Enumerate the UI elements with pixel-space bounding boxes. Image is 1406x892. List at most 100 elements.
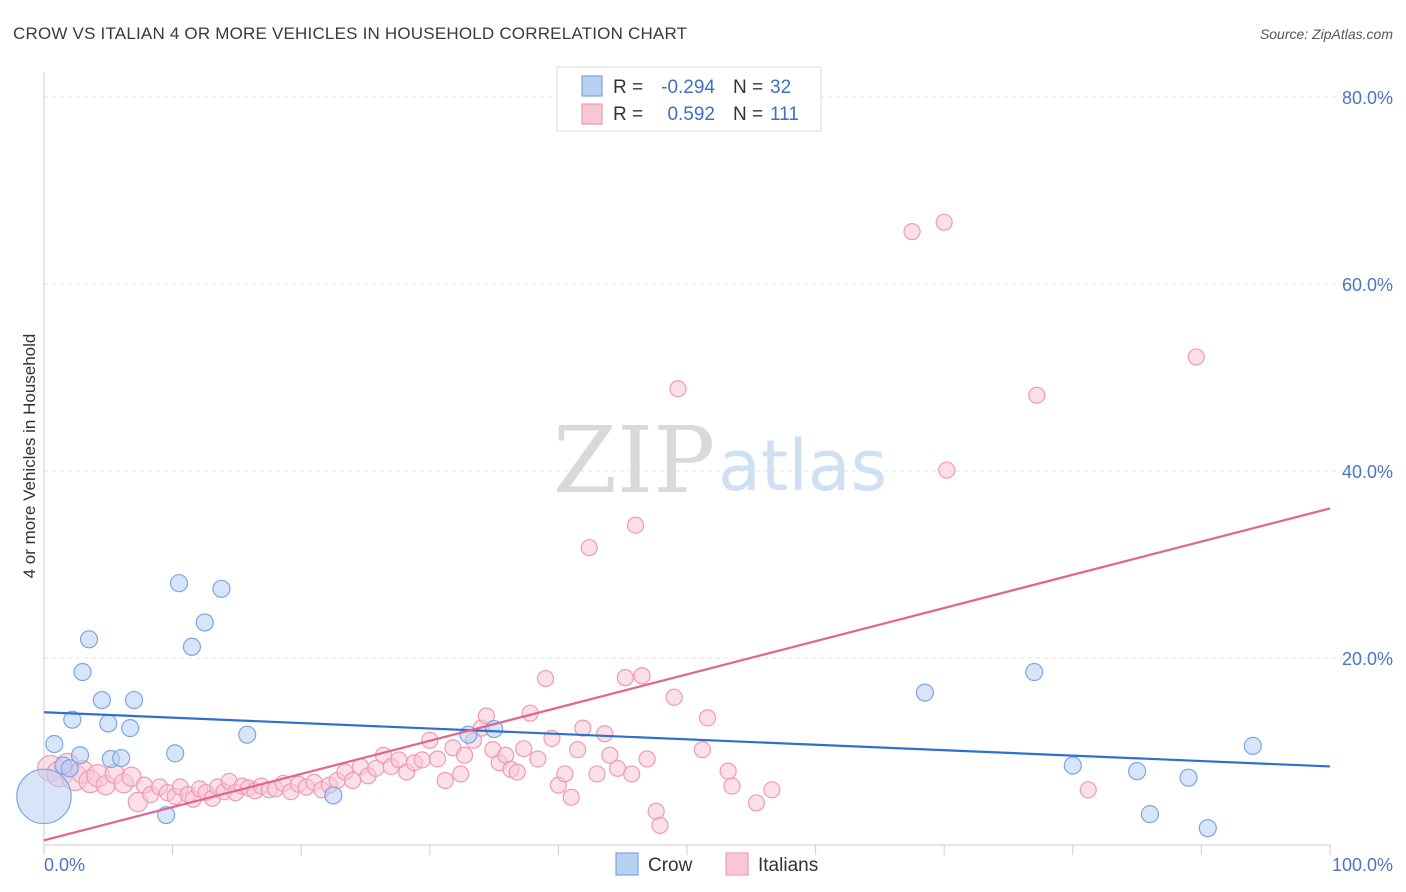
italians-point-65 bbox=[508, 763, 526, 781]
crow-point-20 bbox=[238, 725, 257, 744]
watermark-atlas: atlas bbox=[718, 425, 887, 507]
series-legend-label-crow: Crow bbox=[648, 855, 693, 876]
crow-point-7 bbox=[79, 630, 99, 649]
italians-point-96 bbox=[903, 223, 921, 241]
italians-point-98 bbox=[938, 461, 956, 479]
crow-point-16 bbox=[169, 574, 189, 593]
crow-point-19 bbox=[212, 579, 231, 598]
crow-point-13 bbox=[124, 690, 144, 710]
series-legend: Crow Italians bbox=[615, 852, 818, 876]
italians-point-66 bbox=[515, 740, 533, 758]
crow-point-27 bbox=[1127, 762, 1147, 781]
crow-point-1 bbox=[45, 734, 64, 754]
italians-point-99 bbox=[1028, 386, 1046, 404]
italians-point-87 bbox=[651, 816, 669, 834]
crow-point-3 bbox=[60, 759, 79, 778]
crow-trend-line bbox=[43, 711, 1331, 768]
italians-point-100 bbox=[1079, 781, 1097, 799]
legend-n-value-italians: 111 bbox=[770, 104, 799, 125]
italians-point-89 bbox=[669, 380, 687, 398]
italians-point-93 bbox=[723, 777, 741, 795]
italians-point-85 bbox=[638, 750, 656, 768]
italians-point-56 bbox=[452, 765, 470, 783]
crow-point-29 bbox=[1179, 768, 1198, 787]
x-tick-labels: 0.0% 100.0% bbox=[44, 855, 1393, 875]
italians-point-88 bbox=[665, 688, 683, 706]
crow-point-21 bbox=[324, 786, 343, 805]
series-legend-swatch-italians bbox=[725, 852, 749, 876]
crow-point-31 bbox=[1243, 736, 1262, 755]
crow-point-4 bbox=[63, 710, 82, 729]
italians-point-79 bbox=[601, 746, 619, 764]
crow-point-9 bbox=[99, 714, 118, 733]
y-gridlines bbox=[44, 96, 1393, 659]
legend-n-label-crow: N = bbox=[733, 77, 763, 98]
italians-point-76 bbox=[580, 539, 598, 557]
axes bbox=[43, 72, 1331, 855]
italians-point-75 bbox=[574, 719, 592, 737]
watermark: ZIP atlas bbox=[553, 407, 887, 514]
y-tick-labels: 20.0% 40.0% 60.0% 80.0% bbox=[1342, 88, 1393, 669]
italians-point-86 bbox=[647, 802, 665, 820]
crow-point-15 bbox=[166, 744, 185, 763]
italians-point-82 bbox=[623, 765, 641, 783]
legend-swatch-crow bbox=[581, 75, 603, 97]
legend-n-value-crow: 32 bbox=[770, 77, 791, 98]
italians-point-72 bbox=[556, 765, 574, 783]
italians-point-68 bbox=[529, 750, 547, 768]
series-legend-swatch-crow bbox=[615, 852, 639, 876]
chart-title: CROW VS ITALIAN 4 OR MORE VEHICLES IN HO… bbox=[13, 24, 687, 43]
crow-point-5 bbox=[70, 746, 90, 765]
series-legend-label-italians: Italians bbox=[758, 855, 818, 876]
italians-point-95 bbox=[763, 781, 781, 799]
italians-point-51 bbox=[413, 751, 431, 769]
italians-point-78 bbox=[596, 725, 614, 743]
crow-point-28 bbox=[1140, 805, 1160, 824]
crow-point-12 bbox=[121, 719, 140, 738]
italians-point-94 bbox=[747, 794, 766, 812]
watermark-zip: ZIP bbox=[553, 407, 715, 514]
crow-point-0 bbox=[16, 768, 72, 825]
italians-point-74 bbox=[569, 741, 587, 759]
crow-point-6 bbox=[73, 662, 92, 682]
italians-point-84 bbox=[633, 667, 651, 685]
x-tick-label-1: 100.0% bbox=[1332, 855, 1393, 875]
italians-point-42 bbox=[344, 771, 362, 790]
y-axis-label: 4 or more Vehicles in Household bbox=[20, 334, 39, 579]
crow-point-18 bbox=[195, 613, 214, 632]
italians-point-97 bbox=[935, 213, 953, 231]
italians-point-60 bbox=[477, 707, 495, 725]
crow-point-11 bbox=[112, 748, 131, 768]
y-tick-label-1: 40.0% bbox=[1342, 462, 1393, 482]
italians-point-73 bbox=[562, 788, 580, 806]
chart-source: Source: ZipAtlas.com bbox=[1260, 26, 1393, 42]
legend-r-label-italians: R = bbox=[613, 104, 643, 125]
y-tick-label-3: 80.0% bbox=[1342, 88, 1393, 108]
italians-point-81 bbox=[616, 669, 634, 687]
italians-point-101 bbox=[1187, 348, 1205, 366]
crow-point-8 bbox=[92, 690, 111, 710]
legend: R = -0.294 N = 32 R = 0.592 N = 111 bbox=[556, 66, 822, 132]
italians-point-54 bbox=[436, 771, 454, 790]
italians-point-83 bbox=[626, 516, 645, 534]
crow-point-30 bbox=[1198, 819, 1217, 838]
italians-point-92 bbox=[719, 762, 737, 780]
legend-swatch-italians bbox=[581, 103, 603, 125]
legend-r-value-italians: 0.592 bbox=[667, 104, 715, 125]
italians-point-57 bbox=[455, 746, 474, 764]
italians-point-69 bbox=[536, 669, 555, 688]
legend-n-label-italians: N = bbox=[733, 104, 763, 125]
italians-trend-line bbox=[43, 507, 1331, 842]
italians-point-77 bbox=[588, 765, 606, 783]
crow-point-24 bbox=[915, 683, 935, 702]
legend-r-value-crow: -0.294 bbox=[661, 77, 715, 98]
y-tick-label-0: 20.0% bbox=[1342, 649, 1393, 669]
italians-points bbox=[37, 213, 1205, 834]
crow-point-26 bbox=[1063, 756, 1082, 775]
crow-point-25 bbox=[1025, 662, 1044, 682]
crow-point-17 bbox=[182, 637, 201, 656]
y-tick-label-2: 60.0% bbox=[1342, 275, 1393, 295]
trend-lines bbox=[43, 507, 1331, 842]
legend-r-label-crow: R = bbox=[613, 77, 643, 98]
